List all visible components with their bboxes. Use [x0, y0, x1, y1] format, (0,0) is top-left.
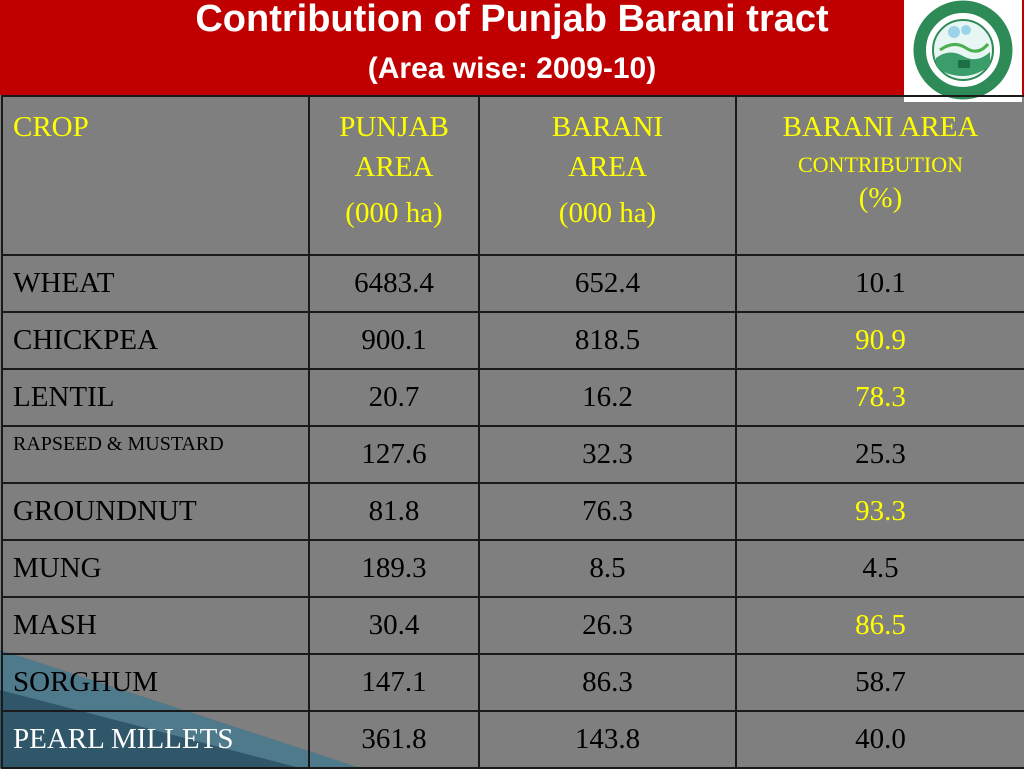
header-crop: CROP — [1, 95, 310, 256]
cell-barani-area: 652.4 — [478, 254, 737, 313]
title-line-1: Contribution of Punjab Barani tract — [195, 0, 829, 40]
institute-logo — [904, 0, 1022, 102]
table-row: GROUNDNUT 81.8 76.3 93.3 — [1, 482, 1024, 541]
cell-contribution: 93.3 — [735, 482, 1024, 541]
cell-contribution: 78.3 — [735, 368, 1024, 427]
header-barani-unit: (000 ha) — [558, 197, 657, 229]
table-row: CHICKPEA 900.1 818.5 90.9 — [1, 311, 1024, 370]
cell-contribution: 25.3 — [735, 425, 1024, 484]
header-punjab-unit: (000 ha) — [345, 197, 443, 229]
table-row: WHEAT 6483.4 652.4 10.1 — [1, 254, 1024, 313]
cell-punjab-area: 20.7 — [308, 368, 480, 427]
cell-crop: WHEAT — [1, 254, 310, 313]
header-barani-area: BARANI AREA (000 ha) — [478, 95, 737, 256]
header-punjab-area: PUNJAB AREA (000 ha) — [308, 95, 480, 256]
cell-crop: LENTIL — [1, 368, 310, 427]
cell-barani-area: 16.2 — [478, 368, 737, 427]
cell-punjab-area: 30.4 — [308, 596, 480, 655]
header-contrib-line2: CONTRIBUTION — [798, 152, 963, 177]
cell-barani-area: 818.5 — [478, 311, 737, 370]
cell-contribution: 90.9 — [735, 311, 1024, 370]
cell-punjab-area: 900.1 — [308, 311, 480, 370]
header-barani-line2: AREA — [568, 151, 647, 183]
cell-contribution: 40.0 — [735, 710, 1024, 769]
title-banner — [0, 0, 1024, 95]
cell-barani-area: 76.3 — [478, 482, 737, 541]
cell-barani-area: 32.3 — [478, 425, 737, 484]
crop-area-table: CROP PUNJAB AREA (000 ha) BARANI AREA (0… — [1, 95, 1024, 769]
header-punjab-line1: PUNJAB — [339, 111, 449, 143]
header-barani-line1: BARANI — [551, 111, 664, 143]
table-row: MASH 30.4 26.3 86.5 — [1, 596, 1024, 655]
cell-barani-area: 26.3 — [478, 596, 737, 655]
cell-barani-area: 8.5 — [478, 539, 737, 598]
cell-punjab-area: 81.8 — [308, 482, 480, 541]
cell-punjab-area: 147.1 — [308, 653, 480, 712]
header-contrib-unit: (%) — [858, 182, 903, 214]
header-punjab-line2: AREA — [354, 151, 434, 183]
header-contrib-line1: BARANI AREA — [782, 111, 979, 143]
cell-punjab-area: 6483.4 — [308, 254, 480, 313]
cell-crop: MASH — [1, 596, 310, 655]
cell-crop: PEARL MILLETS — [1, 710, 310, 769]
cell-barani-area: 86.3 — [478, 653, 737, 712]
table-row: RAPSEED & MUSTARD 127.6 32.3 25.3 — [1, 425, 1024, 484]
cell-contribution: 86.5 — [735, 596, 1024, 655]
cell-crop: RAPSEED & MUSTARD — [1, 425, 310, 484]
cell-contribution: 4.5 — [735, 539, 1024, 598]
cell-punjab-area: 189.3 — [308, 539, 480, 598]
cell-crop: MUNG — [1, 539, 310, 598]
cell-punjab-area: 127.6 — [308, 425, 480, 484]
cell-contribution: 58.7 — [735, 653, 1024, 712]
cell-crop: SORGHUM — [1, 653, 310, 712]
header-contribution: BARANI AREA CONTRIBUTION (%) — [735, 95, 1024, 256]
cell-punjab-area: 361.8 — [308, 710, 480, 769]
table-row: PEARL MILLETS 361.8 143.8 40.0 — [1, 710, 1024, 769]
cell-crop: GROUNDNUT — [1, 482, 310, 541]
title-line-2: (Area wise: 2009-10) — [367, 52, 657, 85]
cell-barani-area: 143.8 — [478, 710, 737, 769]
cell-crop: CHICKPEA — [1, 311, 310, 370]
table-row: LENTIL 20.7 16.2 78.3 — [1, 368, 1024, 427]
table-header-row: CROP PUNJAB AREA (000 ha) BARANI AREA (0… — [1, 95, 1024, 256]
institute-seal-icon — [913, 0, 1013, 100]
table-row: MUNG 189.3 8.5 4.5 — [1, 539, 1024, 598]
table-row: SORGHUM 147.1 86.3 58.7 — [1, 653, 1024, 712]
cell-contribution: 10.1 — [735, 254, 1024, 313]
